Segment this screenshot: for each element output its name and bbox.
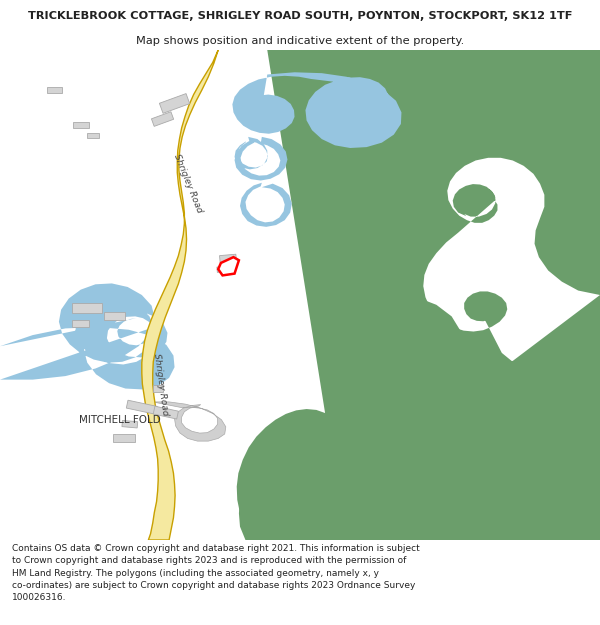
Text: MITCHELL FOLD: MITCHELL FOLD [79, 415, 161, 425]
Polygon shape [218, 257, 239, 276]
Text: Contains OS data © Crown copyright and database right 2021. This information is : Contains OS data © Crown copyright and d… [12, 544, 420, 602]
Polygon shape [142, 50, 218, 540]
Bar [153, 406, 178, 419]
Bar [73, 122, 89, 128]
Bar [151, 112, 173, 126]
Polygon shape [235, 137, 287, 181]
Text: TRICKLEBROOK COTTAGE, SHRIGLEY ROAD SOUTH, POYNTON, STOCKPORT, SK12 1TF: TRICKLEBROOK COTTAGE, SHRIGLEY ROAD SOUT… [28, 11, 572, 21]
Polygon shape [153, 402, 226, 441]
Bar [127, 400, 157, 414]
Bar [220, 254, 236, 262]
Polygon shape [235, 137, 268, 169]
Text: Shrigley Road: Shrigley Road [152, 352, 170, 416]
Bar [153, 386, 163, 392]
Text: Shrigley Road: Shrigley Road [172, 153, 204, 214]
Polygon shape [338, 293, 462, 384]
Polygon shape [237, 50, 600, 540]
Polygon shape [355, 50, 499, 116]
Polygon shape [239, 464, 381, 540]
Bar [72, 304, 102, 313]
Polygon shape [0, 283, 175, 389]
Bar [160, 94, 190, 113]
Bar [217, 266, 230, 272]
Polygon shape [232, 72, 401, 148]
Bar [104, 312, 125, 321]
Bar [87, 133, 99, 138]
Text: Map shows position and indicative extent of the property.: Map shows position and indicative extent… [136, 36, 464, 46]
Bar [113, 434, 135, 441]
Bar [72, 320, 89, 327]
Polygon shape [240, 182, 292, 227]
Bar [47, 87, 62, 93]
Bar [122, 421, 137, 428]
